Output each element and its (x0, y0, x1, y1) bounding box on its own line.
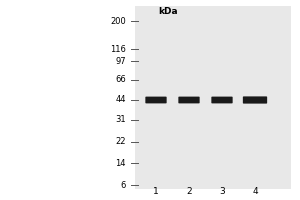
Text: 97: 97 (116, 56, 126, 66)
FancyBboxPatch shape (178, 97, 200, 103)
Text: 44: 44 (116, 96, 126, 104)
Text: 200: 200 (110, 17, 126, 25)
Text: 2: 2 (186, 187, 192, 196)
Bar (135, 6, 291, 189)
FancyBboxPatch shape (211, 97, 233, 103)
Text: 66: 66 (115, 75, 126, 84)
Text: 3: 3 (219, 187, 225, 196)
Text: 116: 116 (110, 45, 126, 53)
Text: kDa: kDa (158, 7, 178, 16)
Text: 31: 31 (116, 116, 126, 124)
Text: 4: 4 (252, 187, 258, 196)
FancyBboxPatch shape (243, 96, 267, 104)
Text: 14: 14 (116, 158, 126, 168)
Text: 22: 22 (116, 138, 126, 146)
Text: 1: 1 (153, 187, 159, 196)
Text: 6: 6 (121, 180, 126, 190)
FancyBboxPatch shape (146, 97, 167, 103)
